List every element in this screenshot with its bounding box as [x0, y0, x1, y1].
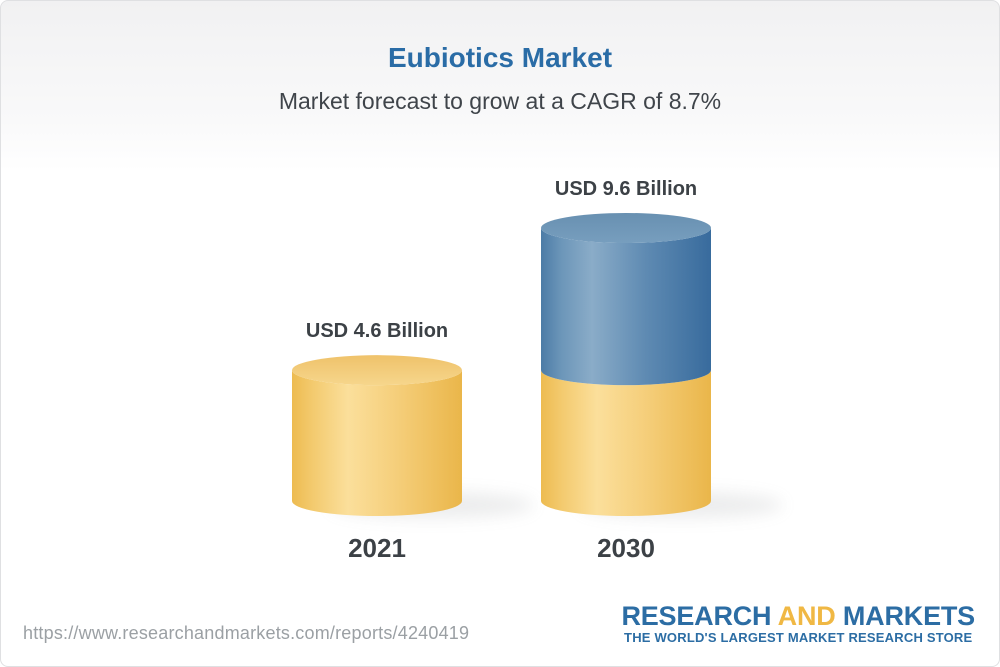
bar-2030-segment-blue: [541, 227, 711, 386]
bar-2021-segment-gold: [292, 370, 462, 516]
bar-2030-top-face: [541, 212, 711, 243]
bar-2030: USD 9.6 Billion 2030: [541, 178, 783, 563]
bar-2021-top-face: [292, 355, 462, 386]
logo-tagline: THE WORLD'S LARGEST MARKET RESEARCH STOR…: [624, 630, 973, 645]
logo-wordmark: RESEARCH AND MARKETS: [621, 602, 975, 630]
page-title: Eubiotics Market: [387, 42, 613, 73]
bar-value-label: USD 9.6 Billion: [555, 178, 697, 200]
logo-word-and: AND: [777, 601, 836, 631]
page-subtitle: Market forecast to grow at a CAGR of 8.7…: [278, 88, 722, 114]
logo-word-markets: MARKETS: [842, 601, 975, 631]
research-and-markets-logo: RESEARCH AND MARKETS THE WORLD'S LARGEST…: [621, 602, 975, 645]
logo-word-research: RESEARCH: [621, 601, 772, 631]
bars-group: USD 4.6 Billion 2021 USD 9.6 Billion 2030: [292, 178, 783, 563]
bar-2021: USD 4.6 Billion 2021: [292, 320, 534, 563]
bar-value-label: USD 4.6 Billion: [306, 320, 448, 342]
bar-category-label: 2030: [597, 533, 655, 563]
source-url: https://www.researchandmarkets.com/repor…: [23, 623, 470, 643]
bar-category-label: 2021: [348, 533, 406, 563]
bar-2030-segment-gold: [541, 370, 711, 516]
